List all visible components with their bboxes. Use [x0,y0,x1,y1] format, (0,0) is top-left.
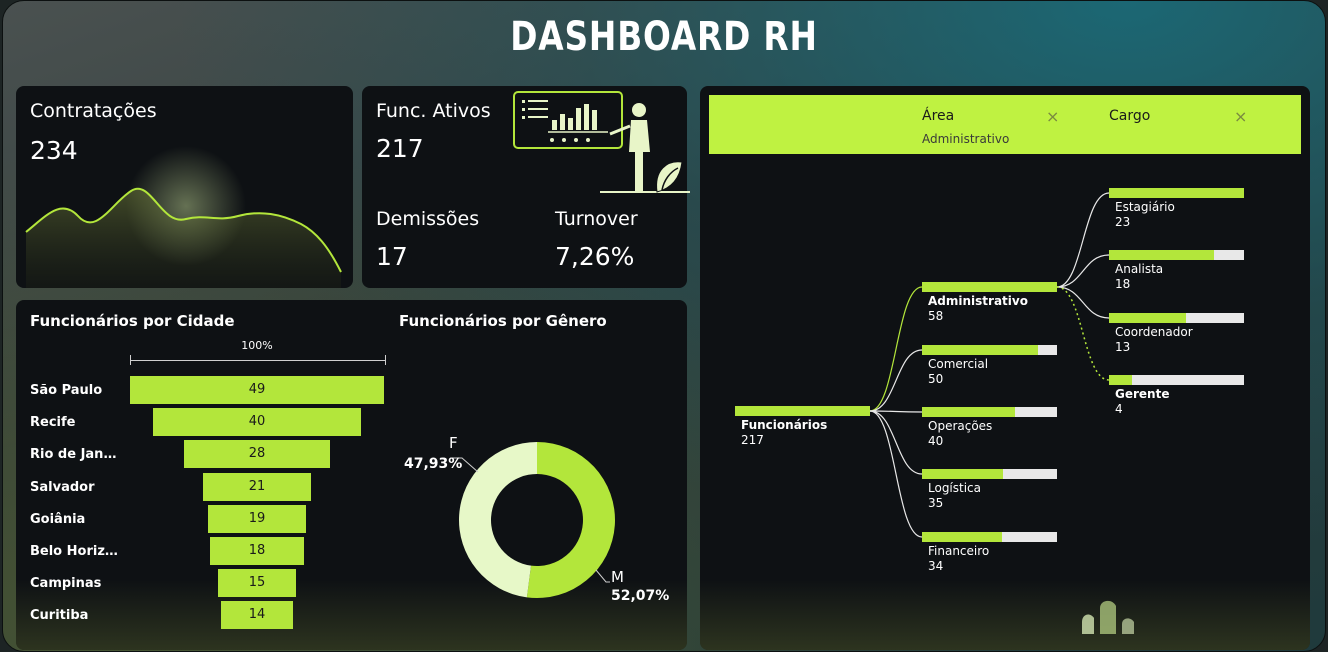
city-label: Rio de Janei... [30,447,125,463]
city-label: Campinas [30,576,102,592]
genero-f-pct: 47,93% [404,456,463,472]
tree-cargo-label: Gerente 4 [1115,387,1170,416]
tree-cargo-label: Coordenador 13 [1115,325,1193,354]
tree-cargo-fill [1109,250,1215,260]
city-bar[interactable]: 19 [207,504,307,533]
tree-area-fill [922,345,1039,355]
city-bar[interactable]: 28 [184,440,330,469]
contratacoes-value: 234 [30,136,78,165]
turnover-value: 7,26% [555,242,635,271]
tree-area-label: Financeiro 34 [928,544,990,573]
tree-area-bar[interactable] [922,407,1057,417]
tree-cargo-fill [1109,188,1244,198]
genero-title: Funcionários por Gênero [399,312,607,330]
contratacoes-label: Contratações [30,100,157,122]
filter-area-label[interactable]: Área [922,108,955,124]
tree-area-fill [922,407,1016,417]
card-decomposition [700,86,1310,650]
donut-slice-f[interactable] [459,442,537,598]
tree-cargo-label: Estagiário 23 [1115,200,1175,229]
tree-cargo-bar[interactable] [1109,313,1244,323]
genero-m-label: M [611,568,624,586]
filter-cargo-label[interactable]: Cargo [1109,108,1151,124]
filter-bar [709,95,1301,154]
tree-area-fill [922,469,1003,479]
tree-area-bar[interactable] [922,282,1057,292]
m-leader-line [595,569,610,583]
city-label: Curitiba [30,608,89,624]
tree-cargo-fill [1109,375,1132,385]
filter-cargo-close-icon[interactable]: × [1234,107,1248,126]
demissoes-label: Demissões [376,208,480,230]
presentation-icon [513,91,690,193]
city-bar[interactable]: 49 [130,376,384,404]
genero-m-pct: 52,07% [611,588,670,604]
city-bar[interactable]: 21 [202,472,312,501]
tree-root-fill [735,406,870,416]
tree-root-label: Funcionários 217 [741,418,828,447]
card-kpis[interactable]: Func. Ativos 217 Demissões 17 Turnover 7… [362,86,690,288]
tree-cargo-bar[interactable] [1109,188,1244,198]
ativos-value: 217 [376,134,424,163]
logo-icon [1082,600,1134,634]
filter-area-value: Administrativo [922,132,1010,146]
donut-slice-m[interactable] [526,442,616,598]
tree-cargo-bar[interactable] [1109,250,1244,260]
city-bar[interactable]: 15 [218,569,296,598]
turnover-label: Turnover [555,208,638,230]
card-contratacoes[interactable]: Contratações 234 [16,86,353,288]
city-label: Goiânia [30,511,86,527]
city-bar[interactable]: 40 [153,408,361,437]
ativos-label: Func. Ativos [376,100,491,122]
genero-donut [452,442,616,598]
tree-area-label: Comercial 50 [928,357,989,386]
cidade-scale [130,355,386,365]
tree-area-bar[interactable] [922,345,1057,355]
f-leader-line [452,457,479,473]
tree-root-bar[interactable] [735,406,870,416]
contratacoes-sparkline [25,146,342,288]
city-bar[interactable]: 18 [210,537,304,565]
tree-cargo-fill [1109,313,1186,323]
tree-cargo-label: Analista 18 [1115,262,1164,291]
tree-area-bar[interactable] [922,469,1057,479]
tree-area-fill [922,532,1002,542]
page-title: DASHBOARD RH [510,14,818,60]
tree-area-label: Operações 40 [928,419,993,448]
genero-f-label: F [449,434,458,452]
city-label: Belo Horizo... [30,544,125,559]
card-bottom-glow-right [700,580,1310,650]
city-label: Recife [30,415,76,431]
filter-area-close-icon[interactable]: × [1046,107,1060,126]
city-bar[interactable]: 14 [220,601,294,630]
tree-cargo-bar[interactable] [1109,375,1244,385]
city-label: Salvador [30,479,95,495]
demissoes-value: 17 [376,242,408,271]
tree-area-fill [922,282,1057,292]
cidade-title: Funcionários por Cidade [30,312,235,330]
cidade-scale-label: 100% [241,339,273,352]
city-label: São Paulo [30,383,103,398]
tree-area-label: Logística 35 [928,481,982,510]
tree-area-bar[interactable] [922,532,1057,542]
tree-area-label: Administrativo 58 [928,294,1028,323]
